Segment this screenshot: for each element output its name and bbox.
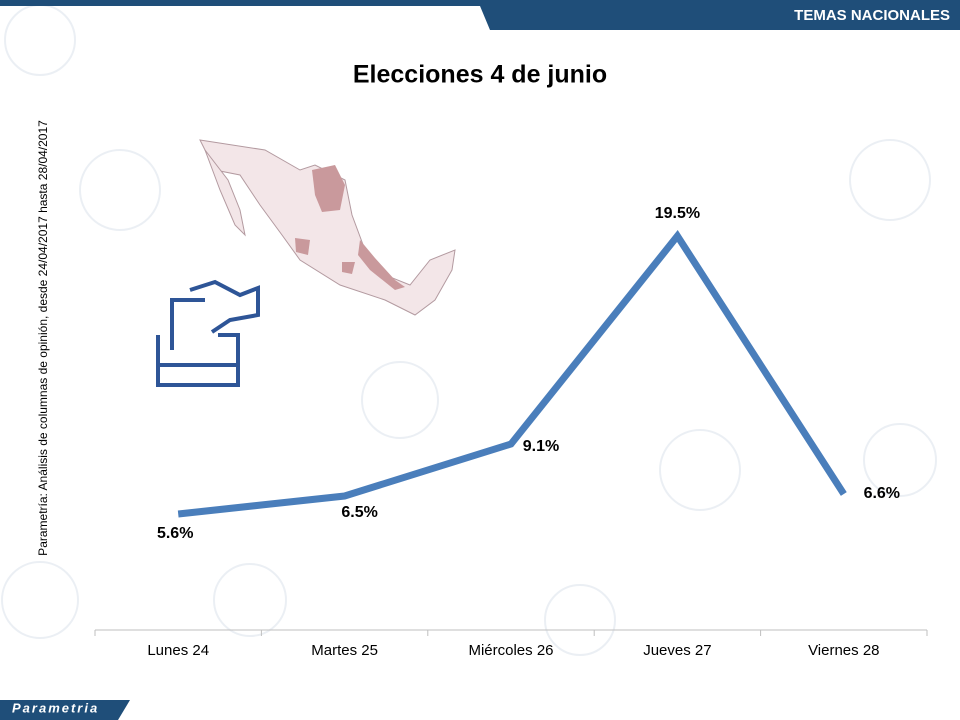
x-tick-label: Lunes 24 <box>147 642 209 659</box>
line-series <box>177 230 847 518</box>
brand: Parametria <box>12 700 99 715</box>
footer-logo-band <box>0 700 130 720</box>
data-label: 5.6% <box>157 525 193 542</box>
x-tick-label: Miércoles 26 <box>468 642 553 659</box>
watermark <box>1 4 937 656</box>
chart-title: Elecciones 4 de junio <box>353 61 607 89</box>
data-label: 6.5% <box>341 504 377 521</box>
ballot-icon <box>156 279 260 387</box>
map-icon <box>199 139 456 316</box>
header-label: TEMAS NACIONALES <box>794 7 950 24</box>
header-band <box>480 6 960 30</box>
x-tick-label: Jueves 27 <box>643 642 711 659</box>
x-tick-label: Martes 25 <box>311 642 378 659</box>
x-tick-label: Viernes 28 <box>808 642 879 659</box>
top-strip <box>0 0 960 6</box>
source-note: Parametría: Análisis de columnas de opin… <box>36 120 50 556</box>
data-label: 9.1% <box>523 438 559 455</box>
data-label: 6.6% <box>864 485 900 502</box>
data-label: 19.5% <box>655 205 700 222</box>
